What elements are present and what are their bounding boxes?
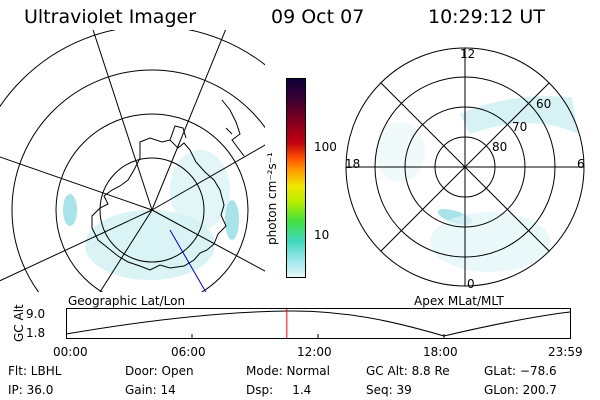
status-glat: GLat: −78.6 xyxy=(484,364,557,378)
mlt-label-6: 6 xyxy=(577,157,585,171)
status-glon: GLon: 200.7 xyxy=(484,383,557,397)
altitude-ytick-min: 1.8 xyxy=(26,326,46,340)
colorbar-unit-label: photon cm⁻²s⁻¹ xyxy=(265,152,279,245)
magnetic-polar-plot xyxy=(345,47,585,287)
antarctica-coastline xyxy=(91,137,227,271)
xtick-1800: 18:00 xyxy=(423,345,458,359)
mlat-label-70: 70 xyxy=(512,120,528,134)
xtick-0000: 00:00 xyxy=(53,345,88,359)
xtick-2359: 23:59 xyxy=(548,345,583,359)
mlat-label-80: 80 xyxy=(492,140,508,154)
image-time: 10:29:12 UT xyxy=(428,6,545,28)
status-filter: Flt: LBHL xyxy=(8,364,62,378)
geographic-caption: Geographic Lat/Lon xyxy=(68,294,186,308)
aurora-emission-mag xyxy=(375,96,578,272)
status-gain: Gain: 14 xyxy=(125,383,176,397)
status-dsp: Dsp: 1.4 xyxy=(246,383,312,397)
altitude-ytick-max: 9.0 xyxy=(26,307,46,321)
status-gc-alt: GC Alt: 8.8 Re xyxy=(366,364,450,378)
status-mode: Mode: Normal xyxy=(246,364,330,378)
status-seq: Seq: 39 xyxy=(366,383,412,397)
mlt-label-12: 12 xyxy=(460,47,476,61)
xtick-0600: 06:00 xyxy=(171,345,206,359)
altitude-plot xyxy=(66,308,571,339)
xtick-1200: 12:00 xyxy=(297,345,332,359)
mlt-label-0: 0 xyxy=(467,277,475,291)
colorbar-tick-100: 100 xyxy=(314,140,337,154)
colorbar xyxy=(286,78,306,278)
geographic-map xyxy=(0,30,265,292)
image-date: 09 Oct 07 xyxy=(271,6,365,28)
colorbar-tick-10: 10 xyxy=(314,228,330,242)
altitude-ylabel: GC Alt xyxy=(12,304,26,342)
magnetic-caption: Apex MLat/MLT xyxy=(414,294,504,308)
aurora-emission xyxy=(63,150,239,280)
mlat-label-60: 60 xyxy=(536,97,552,111)
instrument-title: Ultraviolet Imager xyxy=(24,6,197,28)
mlt-label-18: 18 xyxy=(345,157,361,171)
status-door: Door: Open xyxy=(125,364,194,378)
status-ip: IP: 36.0 xyxy=(8,383,54,397)
orbit-track xyxy=(169,229,207,292)
altitude-curve xyxy=(66,310,571,337)
